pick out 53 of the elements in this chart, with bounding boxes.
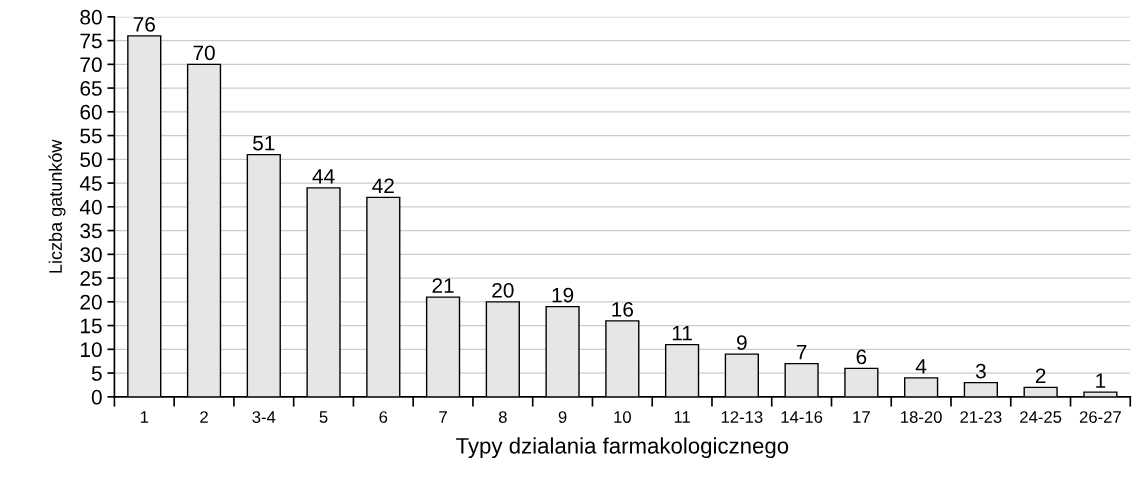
data-label: 4: [915, 359, 927, 374]
data-label: 6: [856, 349, 867, 365]
y-tick-label: 75: [80, 33, 102, 49]
y-tick-label: 65: [80, 81, 102, 96]
y-tick-label: 55: [80, 128, 102, 144]
x-tick-label: 21-23: [960, 411, 1002, 423]
y-tick-label: 15: [81, 318, 102, 334]
y-tick-label: 35: [80, 223, 102, 239]
y-tick-label: 40: [79, 199, 102, 215]
data-label: 9: [737, 335, 747, 350]
x-tick-label: 7: [439, 411, 447, 423]
x-tick-label: 12-13: [721, 411, 763, 423]
data-label: 42: [372, 178, 394, 194]
data-label: 19: [552, 287, 574, 303]
y-tick-label: 45: [79, 176, 102, 191]
y-tick-label: 60: [80, 104, 102, 120]
y-axis-title: Liczba gatunków: [48, 139, 66, 273]
x-tick-label: 5: [319, 411, 328, 423]
x-tick-label: 24-25: [1020, 411, 1062, 423]
x-tick-label: 26-27: [1079, 411, 1121, 423]
x-tick-label: 14-16: [781, 411, 823, 423]
x-tick-label: 3-4: [252, 411, 276, 423]
x-axis-title: Typy dzialania farmakologicznego: [456, 437, 789, 459]
data-label: 70: [193, 45, 215, 61]
y-tick-label: 70: [80, 57, 102, 73]
y-tick-label: 80: [80, 9, 102, 25]
data-label: 44: [312, 169, 335, 184]
x-tick-label: 17: [853, 411, 870, 423]
y-tick-label: 5: [91, 366, 102, 381]
data-label: 21: [432, 278, 454, 293]
data-label: 1: [1096, 373, 1106, 388]
x-tick-label: 6: [379, 411, 388, 423]
data-label: 51: [253, 135, 275, 151]
y-tick-label: 10: [81, 342, 102, 358]
y-tick-label: 0: [91, 389, 102, 405]
data-label: 7: [796, 344, 807, 360]
x-tick-label: 9: [558, 411, 567, 423]
y-tick-label: 20: [80, 294, 102, 310]
data-label: 16: [612, 301, 634, 317]
x-tick-label: 10: [614, 411, 631, 423]
x-tick-label: 8: [498, 411, 507, 423]
data-label: 2: [1035, 368, 1046, 383]
y-tick-label: 50: [80, 152, 102, 168]
data-label: 76: [133, 16, 155, 32]
x-tick-label: 11: [674, 411, 690, 423]
data-label: 20: [492, 282, 514, 298]
y-tick-label: 30: [80, 247, 102, 263]
x-tick-label: 1: [140, 411, 149, 423]
data-label: 3: [975, 363, 986, 379]
data-label: 11: [672, 325, 692, 341]
x-tick-label: 2: [200, 411, 208, 423]
y-tick-label: 25: [80, 271, 102, 286]
x-tick-label: 18-20: [901, 411, 942, 423]
